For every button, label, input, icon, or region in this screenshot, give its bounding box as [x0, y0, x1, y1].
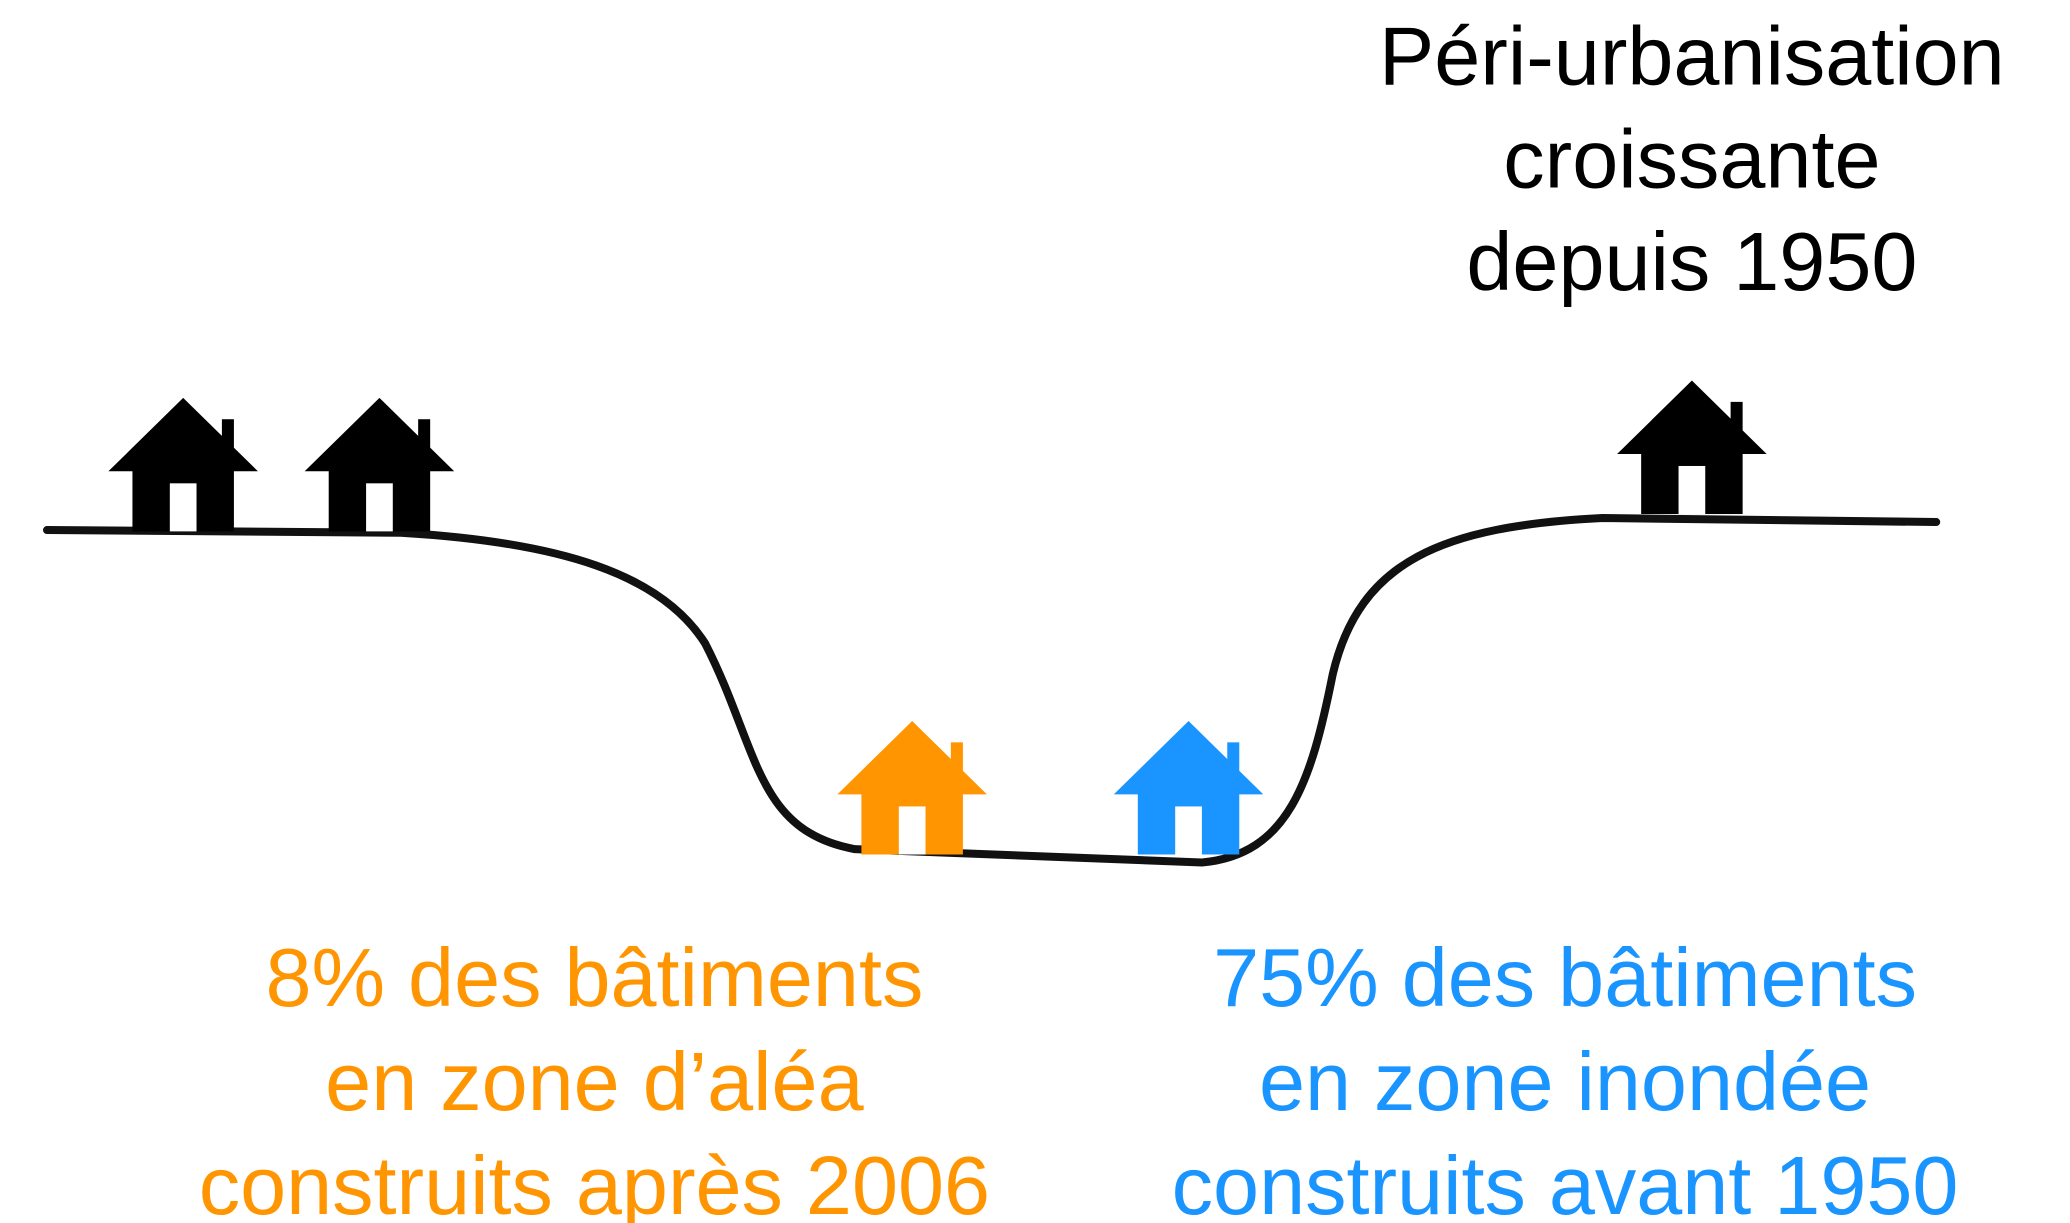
note-line: construits avant 1950 — [1172, 1139, 1959, 1223]
house-icon — [108, 398, 258, 532]
title-line: depuis 1950 — [1466, 215, 1917, 308]
title: Péri-urbanisation croissante depuis 1950 — [1379, 10, 2005, 309]
note-line: 8% des bâtiments — [265, 931, 923, 1024]
terrain-line — [47, 518, 1936, 862]
note-line: 75% des bâtiments — [1213, 931, 1917, 1024]
page: Péri-urbanisation croissante depuis 1950… — [0, 0, 2070, 1223]
house-icon — [1617, 381, 1767, 515]
left-note: 8% des bâtiments en zone d’aléa construi… — [199, 931, 990, 1223]
note-line: en zone inondée — [1259, 1035, 1871, 1128]
right-note: 75% des bâtiments en zone inondée constr… — [1172, 931, 1959, 1223]
diagram: Péri-urbanisation croissante depuis 1950… — [0, 0, 2070, 1223]
house-icon — [837, 721, 987, 855]
house-icon — [1114, 721, 1264, 855]
note-line: construits après 2006 — [199, 1139, 990, 1223]
title-line: croissante — [1503, 112, 1880, 205]
house-icon — [305, 398, 455, 532]
note-line: en zone d’aléa — [325, 1035, 864, 1128]
title-line: Péri-urbanisation — [1379, 10, 2005, 103]
